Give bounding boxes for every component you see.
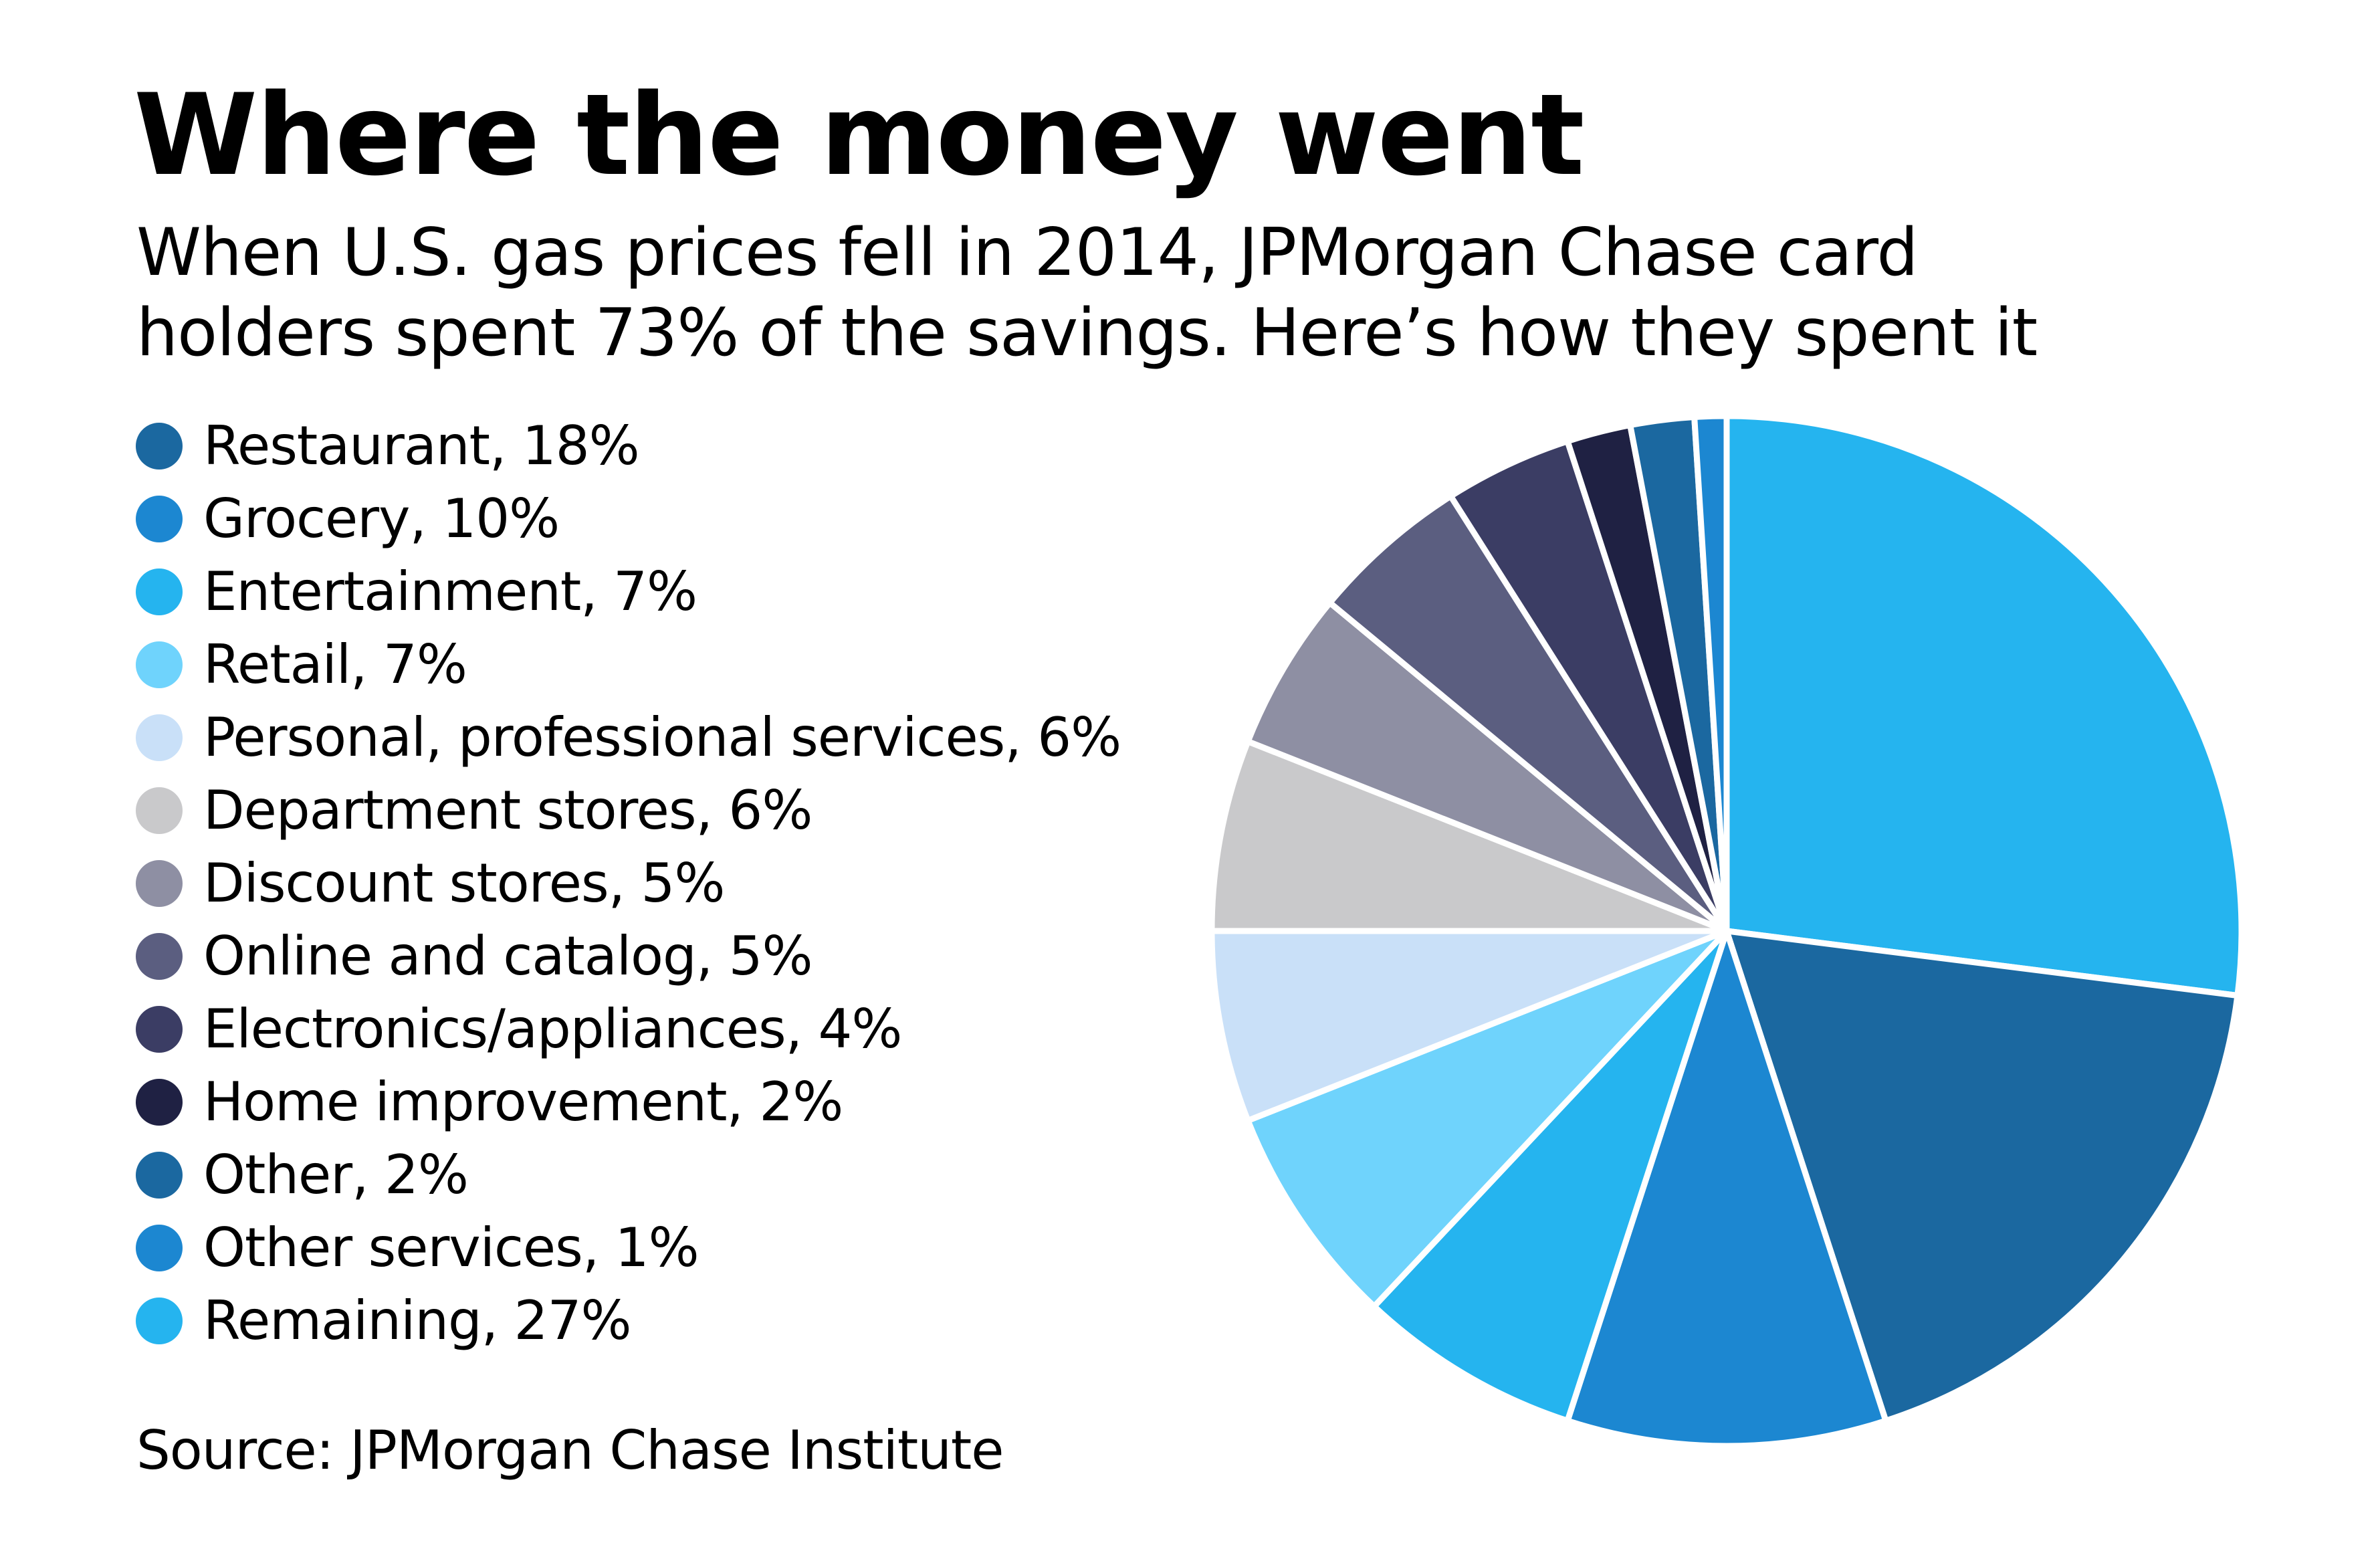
legend-label-restaurant: Restaurant, 18% xyxy=(203,415,640,477)
pie-slice-department-stores xyxy=(1208,738,1730,934)
legend-label-retail: Retail, 7% xyxy=(203,633,467,696)
legend-swatch-online-and-catalog xyxy=(136,932,183,980)
legend-item-restaurant: Restaurant, 18% xyxy=(136,409,1121,482)
pie-slice-discount-stores xyxy=(1245,599,1730,934)
legend-label-grocery: Grocery, 10% xyxy=(203,488,560,550)
pie-slice-online-and-catalog xyxy=(1327,493,1730,934)
legend: Restaurant, 18% Grocery, 10% Entertainme… xyxy=(136,409,1121,1357)
legend-item-department-stores: Department stores, 6% xyxy=(136,774,1121,847)
legend-item-other: Other, 2% xyxy=(136,1138,1121,1211)
legend-item-personal-professional-services: Personal, professional services, 6% xyxy=(136,701,1121,774)
legend-item-other-services: Other services, 1% xyxy=(136,1211,1121,1284)
legend-item-entertainment: Entertainment, 7% xyxy=(136,555,1121,628)
legend-label-electronics-appliances: Electronics/appliances, 4% xyxy=(203,998,902,1060)
pie-slice-grocery xyxy=(1564,928,1889,1449)
legend-swatch-electronics-appliances xyxy=(136,1005,183,1053)
source-note: Source: JPMorgan Chase Institute xyxy=(136,1419,1004,1481)
legend-label-online-and-catalog: Online and catalog, 5% xyxy=(203,925,813,987)
legend-label-other: Other, 2% xyxy=(203,1144,469,1206)
pie-slice-personal-professional-services xyxy=(1208,928,1730,1124)
legend-item-home-improvement: Home improvement, 2% xyxy=(136,1065,1121,1138)
legend-label-discount-stores: Discount stores, 5% xyxy=(203,852,725,914)
legend-swatch-remaining xyxy=(136,1297,183,1344)
legend-swatch-home-improvement xyxy=(136,1078,183,1126)
legend-item-discount-stores: Discount stores, 5% xyxy=(136,847,1121,920)
legend-swatch-discount-stores xyxy=(136,859,183,907)
legend-swatch-other xyxy=(136,1151,183,1199)
legend-item-remaining: Remaining, 27% xyxy=(136,1284,1121,1357)
pie-slice-retail xyxy=(1245,928,1730,1310)
pie-slice-entertainment xyxy=(1371,928,1730,1424)
legend-item-retail: Retail, 7% xyxy=(136,628,1121,701)
legend-swatch-department-stores xyxy=(136,787,183,834)
legend-label-department-stores: Department stores, 6% xyxy=(203,779,813,841)
legend-label-personal-professional-services: Personal, professional services, 6% xyxy=(203,706,1121,768)
legend-swatch-retail xyxy=(136,641,183,688)
legend-item-electronics-appliances: Electronics/appliances, 4% xyxy=(136,993,1121,1065)
chart-subtitle: When U.S. gas prices fell in 2014, JPMor… xyxy=(136,213,2276,373)
pie-slice-restaurant xyxy=(1723,928,2241,1424)
legend-swatch-other-services xyxy=(136,1224,183,1271)
pie-slice-remaining xyxy=(1723,413,2245,999)
legend-swatch-grocery xyxy=(136,495,183,542)
legend-swatch-entertainment xyxy=(136,568,183,615)
legend-label-other-services: Other services, 1% xyxy=(203,1217,699,1279)
legend-swatch-personal-professional-services xyxy=(136,714,183,761)
subtitle-line-2: holders spent 73% of the savings. Here’s… xyxy=(136,295,2038,371)
legend-label-entertainment: Entertainment, 7% xyxy=(203,560,697,623)
pie-slice-other-services xyxy=(1691,413,1730,934)
legend-swatch-restaurant xyxy=(136,422,183,470)
subtitle-line-1: When U.S. gas prices fell in 2014, JPMor… xyxy=(136,215,1919,291)
legend-item-online-and-catalog: Online and catalog, 5% xyxy=(136,920,1121,993)
legend-item-grocery: Grocery, 10% xyxy=(136,482,1121,555)
chart-title: Where the money went xyxy=(134,70,1585,201)
legend-label-remaining: Remaining, 27% xyxy=(203,1289,631,1352)
legend-label-home-improvement: Home improvement, 2% xyxy=(203,1071,843,1133)
